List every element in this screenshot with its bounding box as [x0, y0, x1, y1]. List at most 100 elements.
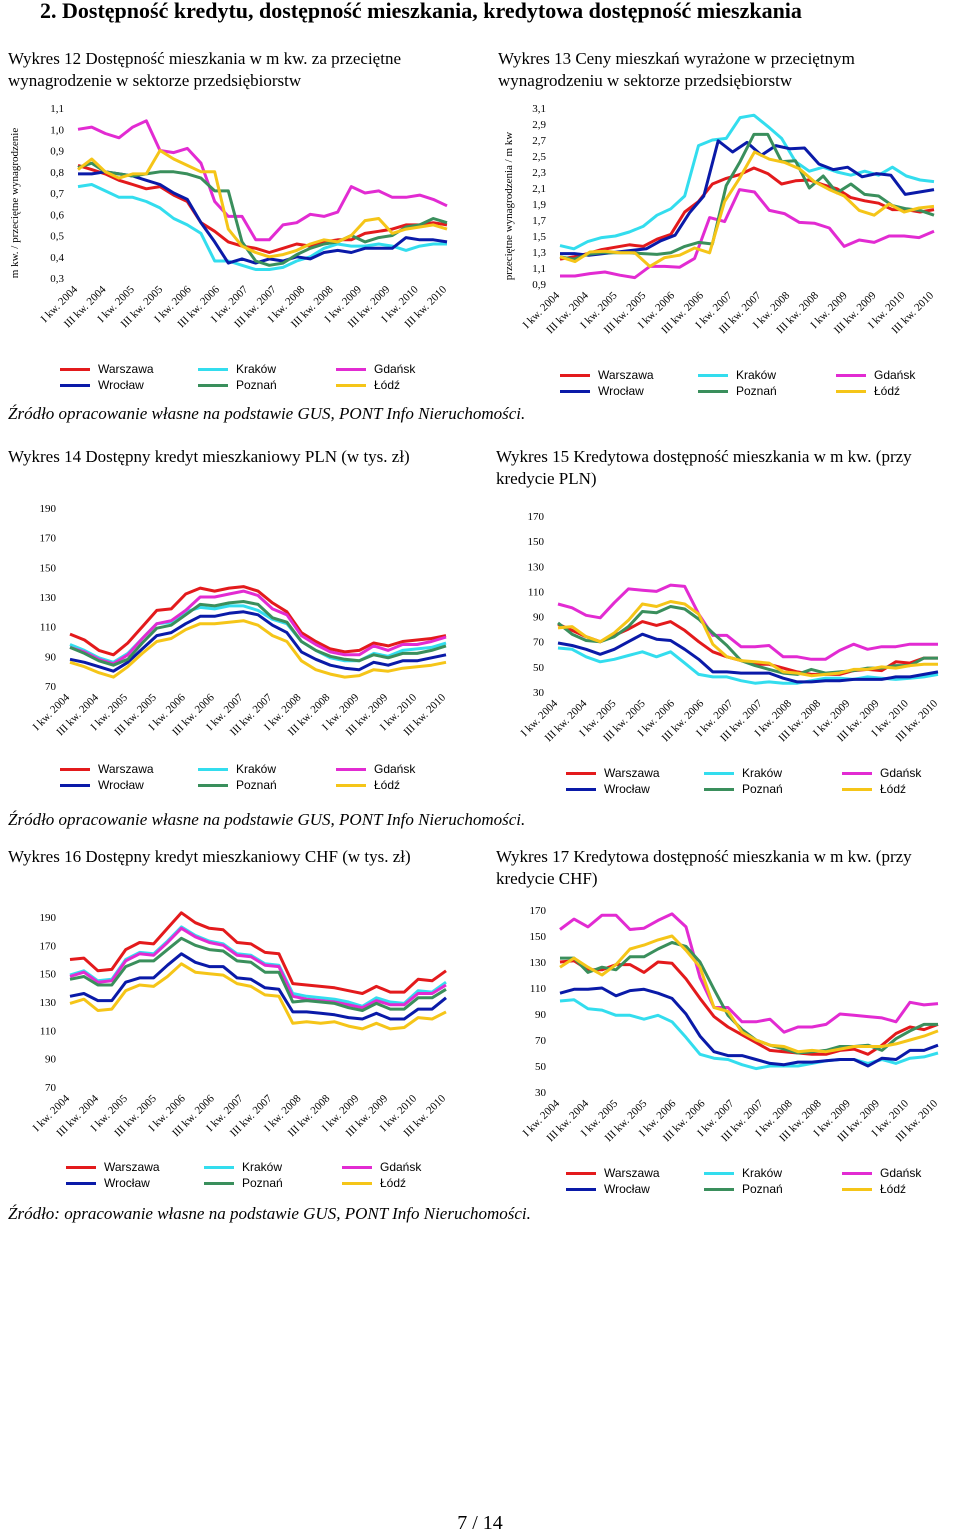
y-tick-label: 170: [530, 905, 547, 917]
legend-label: Łódź: [880, 1182, 907, 1196]
legend-item: Gdańsk: [842, 1166, 960, 1180]
y-tick-label: 70: [45, 1082, 57, 1094]
y-tick-label: 0,8: [50, 167, 64, 179]
legend-label: Łódź: [374, 378, 401, 392]
legend-label: Gdańsk: [374, 762, 416, 776]
y-tick-label: 90: [533, 612, 545, 624]
y-tick-label: 2,9: [532, 119, 546, 131]
legend-item: Łódź: [336, 778, 456, 792]
legend-swatch: [836, 373, 866, 377]
legend-item: Warszawa: [560, 368, 698, 382]
legend-swatch: [198, 367, 228, 371]
legend-swatch: [198, 767, 228, 771]
y-axis-label: przeciętne wynagrodzenia / m kw: [503, 132, 515, 280]
series-line-Wrocław: [557, 632, 939, 684]
legend-label: Kraków: [242, 1160, 283, 1174]
y-tick-label: 0,7: [50, 188, 64, 200]
y-tick-label: 130: [40, 592, 57, 604]
series-line-Gdańsk: [77, 119, 448, 242]
legend-w17: Warszawa Kraków Gdańsk Wrocław Poznań Łódź: [566, 1166, 960, 1196]
legend-swatch: [566, 787, 596, 791]
legend-item: Warszawa: [566, 766, 704, 780]
legend-swatch: [342, 1165, 372, 1169]
legend-item: Warszawa: [66, 1160, 204, 1174]
y-tick-label: 190: [40, 912, 57, 924]
y-tick-label: 1,5: [532, 231, 546, 243]
legend-swatch: [342, 1181, 372, 1185]
legend-item: Warszawa: [60, 362, 198, 376]
series-line-Gdańsk: [557, 583, 938, 661]
y-tick-label: 0,5: [50, 231, 64, 243]
legend-item: Wrocław: [566, 1182, 704, 1196]
legend-item: Wrocław: [66, 1176, 204, 1190]
series-line-Łódź: [557, 600, 938, 678]
legend-item: Kraków: [204, 1160, 342, 1174]
y-tick-label: 170: [40, 940, 57, 952]
series-line-Łódź: [69, 619, 447, 679]
legend-item: Poznań: [704, 782, 842, 796]
legend-swatch: [698, 389, 728, 393]
legend-item: Łódź: [842, 1182, 960, 1196]
y-tick-label: 70: [45, 681, 57, 693]
legend-swatch: [66, 1181, 96, 1185]
legend-swatch: [836, 389, 866, 393]
y-axis-label: m kw. / przeciętne wynagrodzenie: [9, 128, 21, 279]
legend-label: Poznań: [236, 378, 277, 392]
series-line-Wrocław: [560, 139, 935, 257]
legend-label: Warszawa: [98, 362, 154, 376]
legend-swatch: [336, 383, 366, 387]
source-note-1: Źródło opracowanie własne na podstawie G…: [8, 404, 526, 423]
y-tick-label: 70: [533, 637, 545, 649]
legend-label: Warszawa: [598, 368, 654, 382]
legend-label: Wrocław: [98, 378, 144, 392]
legend-swatch: [704, 1187, 734, 1191]
legend-item: Poznań: [198, 778, 336, 792]
series-line-Wrocław: [69, 610, 447, 673]
y-tick-label: 150: [40, 562, 57, 574]
series-line-Warszawa: [559, 959, 939, 1056]
legend-swatch: [204, 1165, 234, 1169]
legend-swatch: [336, 767, 366, 771]
series-line-Poznań: [557, 605, 938, 676]
legend-label: Warszawa: [604, 1166, 660, 1180]
chart-title-w16: Wykres 16 Dostępny kredyt mieszkaniowy C…: [8, 847, 411, 866]
legend-label: Wrocław: [604, 782, 650, 796]
legend-item: Gdańsk: [336, 762, 456, 776]
legend-label: Kraków: [742, 766, 783, 780]
legend-item: Łódź: [336, 378, 456, 392]
series-line-Kraków: [557, 646, 939, 685]
y-tick-label: 2,3: [532, 167, 546, 179]
y-tick-label: 130: [528, 561, 545, 573]
y-tick-label: 130: [40, 997, 57, 1009]
legend-label: Łódź: [380, 1176, 407, 1190]
source-note-2: Źródło opracowanie własne na podstawie G…: [8, 810, 526, 829]
legend-label: Wrocław: [598, 384, 644, 398]
legend-item: Wrocław: [60, 778, 198, 792]
y-tick-label: 0,9: [532, 279, 546, 291]
series-line-Łódź: [559, 150, 935, 268]
legend-swatch: [66, 1165, 96, 1169]
legend-label: Gdańsk: [380, 1160, 422, 1174]
legend-label: Poznań: [736, 384, 777, 398]
legend-label: Warszawa: [104, 1160, 160, 1174]
y-tick-label: 170: [40, 533, 57, 545]
legend-swatch: [566, 1187, 596, 1191]
y-tick-label: 0,4: [50, 252, 64, 264]
y-tick-label: 90: [535, 1009, 547, 1021]
y-tick-label: 0,9: [50, 146, 64, 158]
legend-label: Wrocław: [104, 1176, 150, 1190]
y-tick-label: 130: [530, 957, 547, 969]
legend-swatch: [566, 771, 596, 775]
legend-label: Łódź: [374, 778, 401, 792]
chart-w13: 0,9 1,1 1,3 1,5 1,7 1,9 2,1 2,3 2,5 2,7 2,9 3,1 prze…: [490, 100, 960, 360]
series-line-Poznań: [69, 936, 447, 1012]
legend-swatch: [198, 783, 228, 787]
legend-swatch: [60, 367, 90, 371]
legend-label: Poznań: [742, 782, 783, 796]
y-tick-label: 2,7: [532, 135, 546, 147]
page-number: 7 / 14: [457, 1512, 503, 1534]
legend-swatch: [336, 783, 366, 787]
legend-swatch: [704, 1171, 734, 1175]
